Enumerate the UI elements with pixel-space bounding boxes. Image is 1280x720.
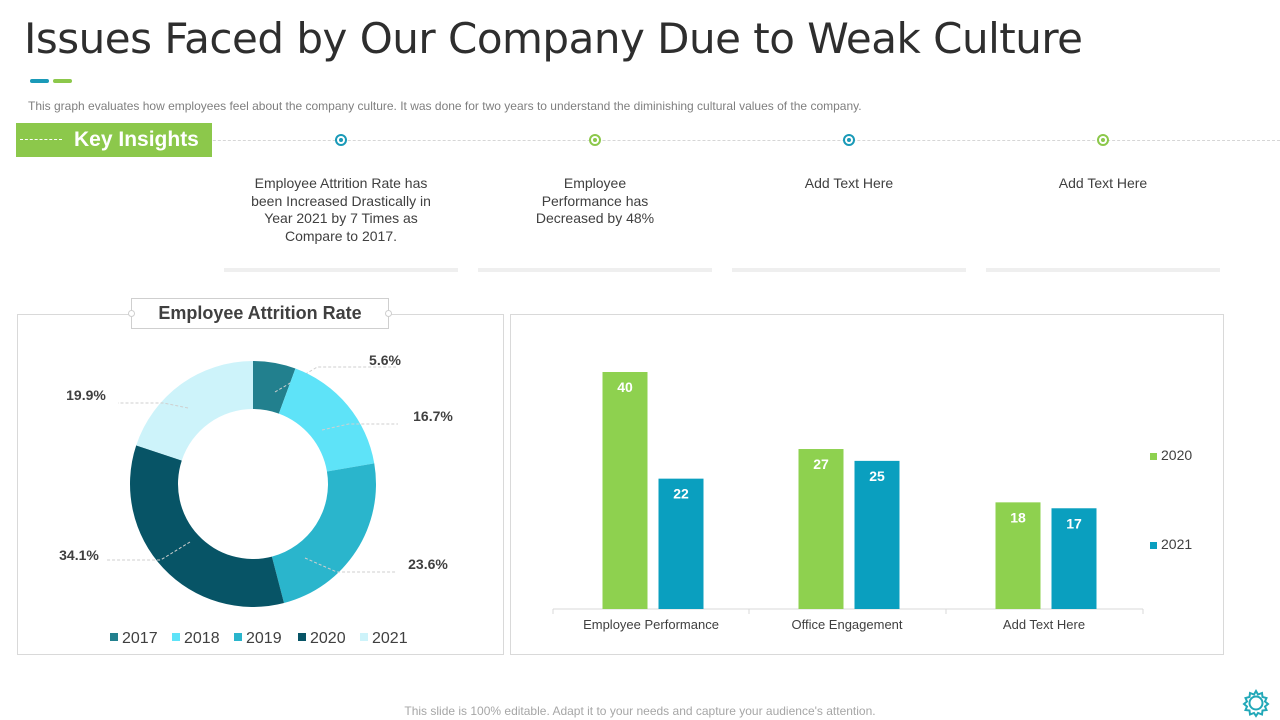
bar-2020-3 [995, 502, 1041, 609]
bar-value-2020-1: 40 [617, 379, 633, 395]
bar-value-2021-1: 22 [673, 486, 689, 502]
donut-data-label-2017: 5.6% [369, 352, 401, 368]
leader-line-2017 [274, 366, 396, 393]
leader-line-2019 [304, 557, 396, 573]
insight-underline-1 [224, 268, 458, 272]
donut-slice-2017 [253, 361, 296, 414]
bar-value-2020-3: 18 [1010, 509, 1026, 525]
donut-data-label-2018: 16.7% [413, 408, 453, 424]
legend-swatch-2017 [110, 633, 118, 641]
insight-underline-4 [986, 268, 1220, 272]
donut-slice-2020 [130, 445, 284, 607]
bar-2021-1 [658, 478, 704, 609]
key-insights-badge: Key Insights [16, 123, 212, 157]
leader-line-2020 [106, 541, 191, 561]
insight-text-2: Employee Performance has Decreased by 48… [535, 175, 655, 226]
bar-2021-3 [1051, 508, 1097, 609]
x-tick-label-2: Office Engagement [791, 617, 902, 632]
page-subtitle: This graph evaluates how employees feel … [28, 99, 862, 113]
bar-2021-2 [854, 460, 900, 609]
gear-icon [1242, 688, 1270, 718]
donut-data-label-2021: 19.9% [66, 387, 106, 403]
bar-2020-2 [798, 449, 844, 609]
timeline-dot-1 [335, 134, 347, 146]
title-accent-blue [30, 79, 49, 83]
donut-slice-2018 [278, 368, 375, 472]
legend-swatch-2020 [298, 633, 306, 641]
leader-line-2018 [321, 423, 398, 431]
leader-line-2021 [118, 402, 189, 409]
insights-timeline [18, 140, 1280, 141]
legend-label-2021: 2021 [1161, 536, 1192, 552]
bar-2020-1 [602, 372, 648, 609]
donut-slice-2021 [136, 361, 253, 461]
insight-underline-2 [478, 268, 712, 272]
timeline-dot-4 [1097, 134, 1109, 146]
key-insights-label: Key Insights [74, 128, 199, 151]
donut-data-label-2020: 34.1% [59, 547, 99, 563]
insight-underline-3 [732, 268, 966, 272]
legend-swatch-2021 [360, 633, 368, 641]
bar-value-2020-2: 27 [813, 456, 829, 472]
donut-data-label-2019: 23.6% [408, 556, 448, 572]
bar-chart: 40 22 Employee Performance 27 25 Office Engag… [552, 372, 1192, 632]
title-accent-green [53, 79, 72, 83]
insight-text-4: Add Text Here [1058, 175, 1148, 191]
insight-text-1: Employee Attrition Rate has been Increas… [251, 175, 431, 244]
legend-swatch-2021 [1150, 542, 1157, 549]
x-tick-label-1: Employee Performance [583, 617, 719, 632]
title-connector-left [128, 310, 135, 317]
legend-label-2019: 2019 [246, 630, 282, 647]
x-tick-label-3: Add Text Here [1003, 617, 1085, 632]
bar-value-2021-2: 25 [869, 468, 885, 484]
badge-dash [20, 139, 62, 140]
legend-label-2020: 2020 [310, 630, 346, 647]
legend-label-2021: 2021 [372, 630, 408, 647]
timeline-dot-2 [589, 134, 601, 146]
donut-slice-2019 [271, 463, 377, 604]
bar-value-2021-3: 17 [1066, 515, 1082, 531]
legend-swatch-2020 [1150, 453, 1157, 460]
legend-label-2017: 2017 [122, 630, 158, 647]
footer-note: This slide is 100% editable. Adapt it to… [404, 704, 876, 718]
page-title: Issues Faced by Our Company Due to Weak … [24, 14, 1083, 63]
legend-label-2020: 2020 [1161, 447, 1192, 463]
legend-swatch-2019 [234, 633, 242, 641]
timeline-dot-3 [843, 134, 855, 146]
legend-label-2018: 2018 [184, 630, 220, 647]
insight-text-3: Add Text Here [804, 175, 894, 191]
legend-swatch-2018 [172, 633, 180, 641]
donut-chart: 5.6% 16.7% 23.6% 34.1% 19.9% 2017 2018 2019 2020… [59, 352, 453, 647]
title-connector-right [385, 310, 392, 317]
